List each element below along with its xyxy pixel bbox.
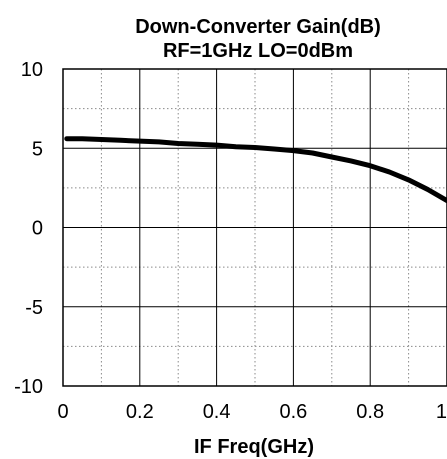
y-tick-label: 0 [32, 218, 43, 240]
y-tick-label: -5 [25, 297, 43, 319]
chart-title-line-1: Down-Converter Gain(dB) [135, 16, 381, 38]
x-tick-labels: 0 0.2 0.4 0.6 0.8 1 [57, 401, 447, 423]
y-tick-labels: -10 -5 0 5 10 [14, 59, 43, 398]
plot-frame [62, 68, 447, 387]
x-axis-label: IF Freq(GHz) [194, 436, 314, 458]
x-tick-label: 0 [57, 401, 68, 423]
x-tick-label: 1 [436, 401, 447, 423]
x-tick-label: 0.8 [356, 401, 384, 423]
y-tick-label: 5 [32, 138, 43, 160]
minor-grid [63, 69, 447, 386]
series-line [64, 136, 447, 204]
chart-title-line-2: RF=1GHz LO=0dBm [163, 40, 353, 62]
series-layer [64, 136, 447, 204]
x-tick-label: 0.4 [203, 401, 231, 423]
y-tick-label: 10 [21, 59, 43, 81]
x-tick-label: 0.6 [279, 401, 307, 423]
x-tick-label: 0.2 [126, 401, 154, 423]
y-tick-label: -10 [14, 376, 43, 398]
